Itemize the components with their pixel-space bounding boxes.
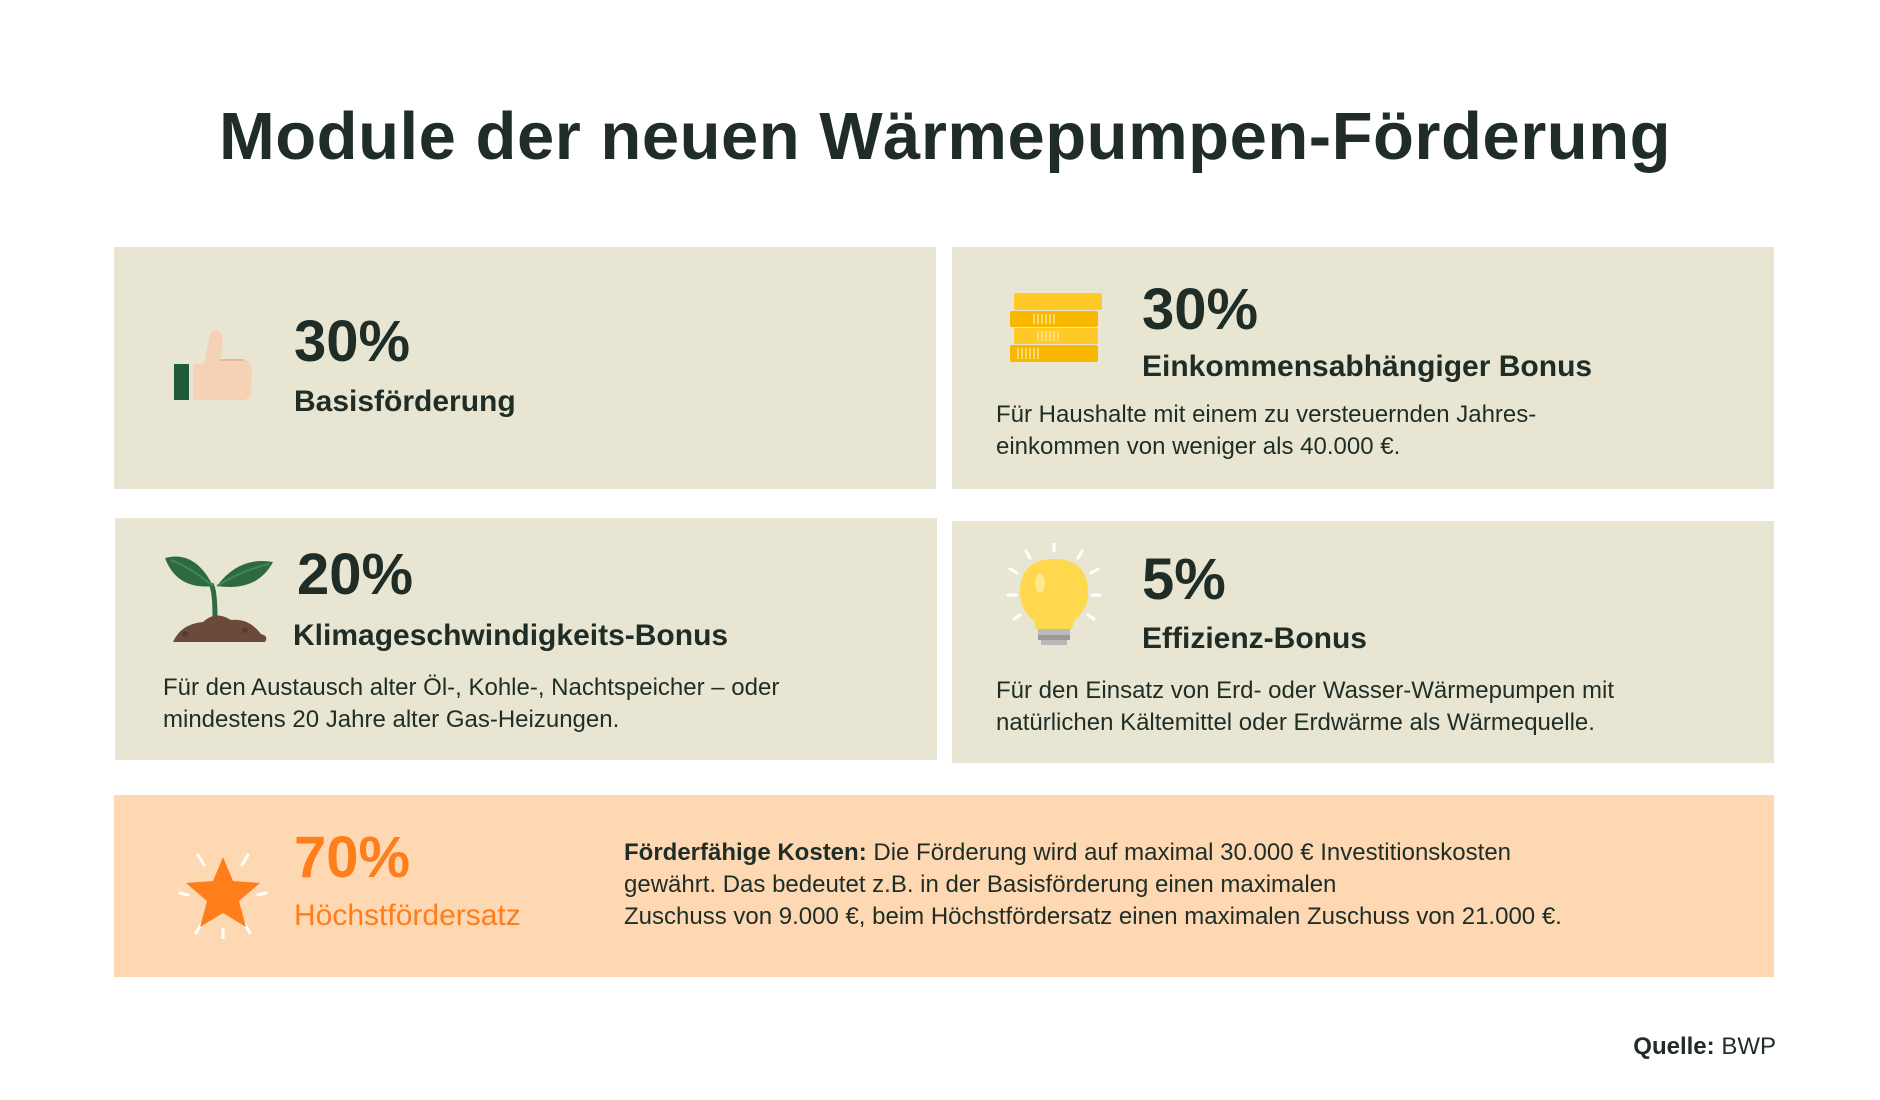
module-percent: 20% — [297, 542, 414, 607]
module-description-line: Für Haushalte mit einem zu versteuernden… — [996, 401, 1537, 428]
costs-heading: Förderfähige Kosten: — [624, 839, 867, 866]
module-percent: 30% — [294, 309, 411, 374]
module-description-line: Für den Austausch alter Öl-, Kohle-, Nac… — [163, 674, 780, 701]
sprout-icon — [165, 556, 273, 642]
max-label: Höchstfördersatz — [294, 899, 521, 932]
module-label: Einkommensabhängiger Bonus — [1142, 350, 1593, 383]
module-card-efficiency: 5% Effizienz-Bonus Für den Einsatz von E… — [952, 521, 1774, 763]
costs-line: Zuschuss von 9.000 €, beim Höchstförders… — [624, 903, 1562, 930]
module-percent: 30% — [1142, 277, 1259, 342]
max-percent: 70% — [294, 825, 411, 890]
lightbulb-icon — [1006, 543, 1102, 645]
thumbs-up-icon — [174, 330, 252, 400]
module-description-line: einkommen von weniger als 40.000 €. — [996, 433, 1401, 460]
module-description-line: Für den Einsatz von Erd- oder Wasser-Wär… — [996, 677, 1614, 704]
source-value: BWP — [1721, 1033, 1776, 1060]
module-card-income: 30% Einkommensabhängiger Bonus Für Haush… — [952, 247, 1774, 489]
costs-line: gewährt. Das bedeutet z.B. in der Basisf… — [624, 871, 1337, 898]
module-label: Effizienz-Bonus — [1142, 622, 1367, 655]
source-label: Quelle: — [1633, 1033, 1715, 1060]
costs-line: Die Förderung wird auf maximal 30.000 € … — [866, 839, 1512, 866]
coins-icon — [1010, 293, 1102, 362]
module-description-line: mindestens 20 Jahre alter Gas-Heizungen. — [163, 706, 620, 733]
module-label: Basisförderung — [294, 385, 516, 418]
page-title: Module der neuen Wärmepumpen-Förderung — [218, 99, 1672, 174]
module-description-line: natürlichen Kältemittel oder Erdwärme al… — [996, 709, 1595, 736]
module-percent: 5% — [1142, 547, 1226, 612]
module-card-basis: 30% Basisförderung — [114, 247, 936, 489]
costs-text-line: Förderfähige Kosten: Die Förderung wird … — [624, 837, 1511, 869]
max-rate-card: 70% Höchstfördersatz Förderfähige Kosten… — [114, 795, 1774, 977]
source-note: Quelle: BWP — [1633, 1033, 1776, 1061]
module-label: Klimageschwindigkeits-Bonus — [293, 619, 729, 652]
star-icon — [178, 853, 268, 939]
module-card-climate: 20% Klimageschwindigkeits-Bonus Für den … — [115, 518, 937, 760]
